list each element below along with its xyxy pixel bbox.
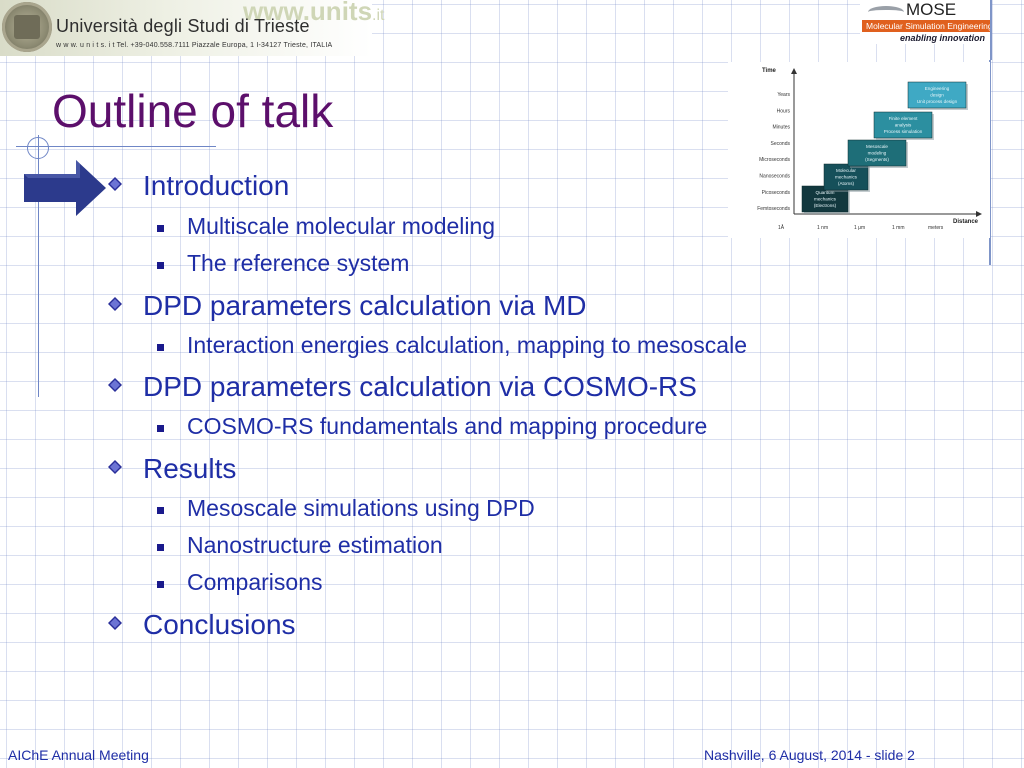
outline-item-dpd-cosmo: DPD parameters calculation via COSMO-RS — [143, 371, 697, 402]
distance-tick-label: meters — [928, 225, 944, 231]
square-bullet-icon — [157, 544, 164, 551]
distance-tick-label: 1Å — [778, 224, 785, 231]
scale-box-label: modeling — [868, 151, 887, 156]
outline-subitem: Nanostructure estimation — [187, 532, 443, 558]
scale-box-label: (Atoms) — [838, 181, 855, 186]
square-bullet-icon — [157, 581, 164, 588]
square-bullet-icon — [157, 262, 164, 269]
scale-box-label: Process simulation — [884, 129, 923, 134]
diamond-bullet-icon — [108, 378, 122, 392]
scale-box — [823, 163, 869, 191]
scale-box-label: (Electrons) — [814, 203, 837, 208]
outline-subitem: Comparisons — [187, 569, 323, 595]
scale-box-label: mechanics — [814, 197, 837, 202]
mose-swoosh-icon — [868, 6, 904, 18]
outline-item-dpd-md: DPD parameters calculation via MD — [143, 290, 587, 321]
scale-box-label: Unit process design — [917, 99, 958, 104]
time-tick-label: Years — [777, 92, 790, 98]
university-banner — [0, 0, 372, 56]
scale-box — [907, 81, 967, 109]
title-underline — [16, 146, 216, 147]
university-name: Università degli Studi di Trieste — [56, 16, 310, 36]
outline-subitem: Interaction energies calculation, mappin… — [187, 332, 747, 358]
scale-box-label: Molecular — [836, 168, 856, 173]
outline-subitem: The reference system — [187, 250, 410, 276]
scale-box-label: (Segments) — [865, 157, 889, 162]
diamond-bullet-icon — [108, 460, 122, 474]
time-tick-label: Picoseconds — [762, 190, 791, 196]
diamond-bullet-icon — [108, 297, 122, 311]
time-tick-label: Femtoseconds — [757, 206, 790, 212]
scale-box-label: Mesoscale — [866, 144, 888, 149]
outline-item-results: Results — [143, 453, 237, 484]
watermark-main: www.units — [243, 0, 373, 26]
university-address: w w w. u n i t s. i t Tel. +39-040.558.7… — [56, 42, 333, 49]
square-bullet-icon — [157, 507, 164, 514]
square-bullet-icon — [157, 225, 164, 232]
time-tick-label: Microseconds — [759, 157, 790, 163]
time-tick-label: Nanoseconds — [759, 174, 790, 180]
slide-title: Outline of talk — [52, 85, 334, 137]
mose-title: MOSE — [906, 0, 957, 19]
scale-box-label: mechanics — [835, 175, 858, 180]
figure-divider — [989, 60, 991, 265]
scale-box-label: design — [930, 93, 944, 98]
time-tick-label: Hours — [777, 108, 791, 114]
diamond-bullet-icon — [108, 177, 122, 191]
scale-box — [847, 139, 907, 167]
scale-box-label: Quantum — [816, 190, 835, 195]
units-watermark: www.units.it — [243, 0, 385, 27]
x-axis-arrow-icon — [976, 211, 982, 217]
figure-y-axis-label: Time — [762, 68, 777, 74]
accent-circle-icon — [27, 137, 49, 159]
time-tick-label: Seconds — [771, 141, 791, 147]
scale-box-label: analysis — [895, 123, 912, 128]
mose-bar — [862, 20, 990, 32]
diamond-bullet-icon — [108, 616, 122, 630]
header-divider — [990, 0, 992, 60]
scale-box-label: Finite element — [889, 116, 919, 121]
square-bullet-icon — [157, 344, 164, 351]
footer-event: AIChE Annual Meeting — [8, 747, 149, 763]
distance-tick-label: 1 mm — [892, 225, 905, 231]
time-tick-label: Minutes — [772, 125, 790, 131]
figure-x-axis-label: Distance — [953, 219, 979, 225]
mose-subtitle: Molecular Simulation Engineering — [866, 21, 993, 31]
square-bullet-icon — [157, 425, 164, 432]
scale-box — [873, 111, 933, 139]
left-accent-line — [38, 135, 39, 397]
outline-subitem: Multiscale molecular modeling — [187, 213, 496, 239]
university-seal-icon — [2, 2, 52, 52]
scale-box-label: Engineering — [925, 86, 950, 91]
mose-tagline: enabling innovation — [900, 33, 985, 43]
multiscale-modeling-figure: Time Distance Years Hours Minutes Seconds Micr… — [728, 62, 990, 238]
outline-subitem: COSMO-RS fundamentals and mapping proced… — [187, 413, 708, 439]
outline-item-conclusions: Conclusions — [143, 609, 296, 640]
footer-location-date: Nashville, 6 August, 2014 - slide 2 — [704, 747, 915, 763]
outline-subitem: Mesoscale simulations using DPD — [187, 495, 535, 521]
outline-item-introduction: Introduction — [143, 170, 290, 201]
watermark-tld: .it — [372, 7, 385, 24]
y-axis-arrow-icon — [791, 68, 797, 74]
current-section-arrow-icon — [24, 160, 106, 216]
distance-tick-label: 1 μm — [854, 225, 865, 231]
distance-tick-label: 1 nm — [817, 225, 828, 231]
